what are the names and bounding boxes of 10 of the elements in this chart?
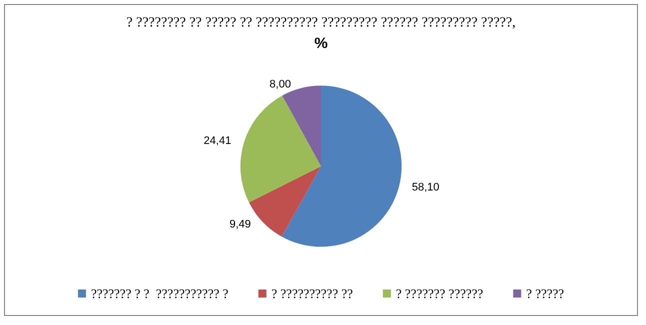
data-label: 58,10 <box>412 181 440 194</box>
chart-subtitle: % <box>314 35 328 52</box>
legend-label: ? ?????????? ?? <box>271 286 354 301</box>
data-label: 8,00 <box>270 78 291 90</box>
data-label: 24,41 <box>204 135 232 148</box>
legend-label: ? ??????? ?????? <box>396 286 484 301</box>
legend-label: ? ????? <box>526 286 564 301</box>
data-label: 9,49 <box>229 218 251 231</box>
legend-label: ??????? ? ? ??????????? ? <box>90 286 229 301</box>
chart-title: ? ???????? ?? ????? ?? ?????????? ????????? ?????? ????????? ?????, <box>126 16 516 30</box>
